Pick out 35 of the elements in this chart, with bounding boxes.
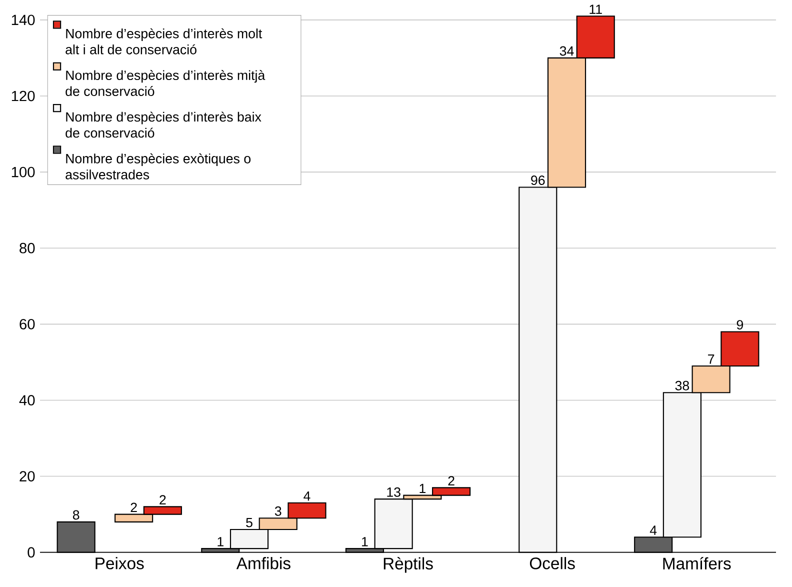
data-label: 13: [387, 487, 400, 497]
x-tick-label: Ocells: [530, 557, 575, 570]
y-tick-label: 0: [28, 547, 35, 558]
data-label: 1: [420, 484, 426, 494]
data-label: 34: [560, 46, 574, 56]
data-label: 3: [274, 506, 282, 516]
legend-label: Nombre d’espècies d’interès baix de conservació: [66, 112, 262, 138]
y-tick-label: 100: [12, 166, 35, 178]
legend-label: Nombre d’espècies exòtiques o assilvestrades: [66, 153, 251, 180]
y-tick-label: 120: [12, 90, 35, 102]
data-label: 1: [218, 537, 224, 546]
data-label: 5: [246, 518, 252, 528]
y-tick-label: 140: [12, 14, 35, 26]
data-label: 4: [304, 491, 310, 501]
data-label: 1: [362, 537, 368, 546]
y-tick-label: 60: [20, 318, 35, 330]
data-label: 2: [130, 502, 137, 512]
data-label: 38: [675, 380, 690, 390]
data-label: 11: [590, 4, 602, 14]
data-label: 2: [160, 495, 166, 504]
data-label: 8: [72, 510, 80, 520]
x-tick-label: Rèptils: [384, 557, 433, 573]
x-tick-label: Peixos: [96, 557, 144, 570]
x-tick-label: Mamífers: [663, 557, 731, 570]
legend-label: Nombre d’espècies d’interès molt alt i alt de conservació: [66, 28, 262, 54]
y-tick-label: 80: [20, 242, 35, 254]
data-label: 4: [650, 526, 657, 535]
data-label: 96: [531, 176, 545, 185]
legend-label: Nombre d’espècies d’interès mitjà de conservació: [66, 70, 266, 96]
x-tick-label: Amfibis: [236, 557, 290, 570]
y-tick-label: 40: [19, 395, 35, 406]
data-label: 2: [448, 476, 454, 486]
data-label: 7: [708, 354, 714, 364]
y-tick-label: 20: [20, 471, 35, 482]
data-label: 9: [736, 320, 744, 330]
